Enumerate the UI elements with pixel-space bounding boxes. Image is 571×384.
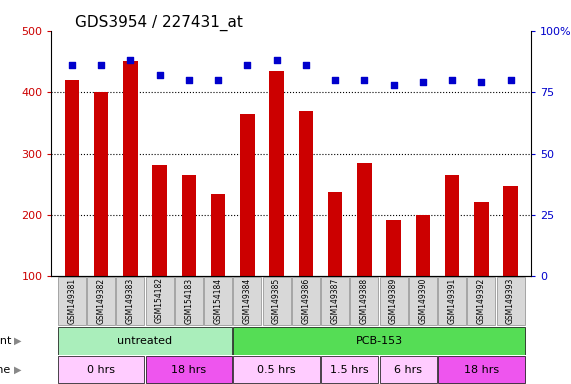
Point (506, 77, 515, 83)
Text: untreated: untreated (118, 336, 172, 346)
Text: ▶: ▶ (14, 364, 22, 375)
FancyBboxPatch shape (234, 356, 320, 383)
FancyBboxPatch shape (292, 278, 320, 325)
FancyBboxPatch shape (263, 278, 291, 325)
Point (155, 72, 164, 78)
Point (214, 77, 223, 83)
Bar (503, 186, 518, 276)
Text: GSM149384: GSM149384 (243, 278, 252, 324)
Point (477, 79, 486, 85)
Point (184, 77, 194, 83)
Bar (357, 163, 372, 276)
FancyBboxPatch shape (175, 278, 203, 325)
Text: GSM149390: GSM149390 (419, 278, 427, 324)
Text: 0.5 hrs: 0.5 hrs (258, 364, 296, 375)
Text: agent: agent (0, 336, 11, 346)
FancyBboxPatch shape (146, 278, 174, 325)
Text: 0 hrs: 0 hrs (87, 364, 115, 375)
Text: GSM149381: GSM149381 (67, 278, 77, 324)
FancyBboxPatch shape (380, 278, 408, 325)
FancyBboxPatch shape (58, 278, 86, 325)
FancyBboxPatch shape (438, 356, 525, 383)
Text: GSM154182: GSM154182 (155, 278, 164, 323)
Point (448, 77, 457, 83)
Text: GSM149385: GSM149385 (272, 278, 281, 324)
Point (389, 82, 398, 88)
Text: GSM149391: GSM149391 (448, 278, 457, 324)
Point (96, 62, 106, 68)
Text: PCB-153: PCB-153 (355, 336, 403, 346)
Bar (270, 71, 284, 276)
Point (301, 62, 311, 68)
Bar (474, 202, 489, 276)
FancyBboxPatch shape (58, 327, 232, 355)
FancyBboxPatch shape (146, 356, 232, 383)
FancyBboxPatch shape (467, 278, 496, 325)
FancyBboxPatch shape (116, 278, 144, 325)
Text: GSM149382: GSM149382 (96, 278, 106, 324)
Text: GSM149389: GSM149389 (389, 278, 398, 324)
Text: ▶: ▶ (14, 336, 22, 346)
Bar (299, 111, 313, 276)
Text: 18 hrs: 18 hrs (171, 364, 206, 375)
Point (272, 57, 281, 63)
FancyBboxPatch shape (409, 278, 437, 325)
Bar (445, 175, 460, 276)
FancyBboxPatch shape (204, 278, 232, 325)
Point (126, 57, 135, 63)
FancyBboxPatch shape (321, 356, 379, 383)
Text: GSM149386: GSM149386 (301, 278, 310, 324)
FancyBboxPatch shape (497, 278, 525, 325)
Text: GSM149393: GSM149393 (506, 278, 515, 324)
Text: GSM149383: GSM149383 (126, 278, 135, 324)
FancyBboxPatch shape (234, 278, 262, 325)
Point (360, 77, 369, 83)
FancyBboxPatch shape (438, 278, 466, 325)
Bar (416, 215, 430, 276)
Text: GSM149392: GSM149392 (477, 278, 486, 324)
FancyBboxPatch shape (350, 278, 379, 325)
Bar (152, 165, 167, 276)
Text: GSM154183: GSM154183 (184, 278, 194, 324)
Text: GSM149388: GSM149388 (360, 278, 369, 324)
Text: 6 hrs: 6 hrs (394, 364, 422, 375)
FancyBboxPatch shape (58, 356, 144, 383)
Text: 18 hrs: 18 hrs (464, 364, 499, 375)
Point (331, 77, 340, 83)
Text: time: time (0, 364, 11, 375)
Text: 1.5 hrs: 1.5 hrs (331, 364, 369, 375)
Text: GSM149387: GSM149387 (331, 278, 340, 324)
Bar (328, 192, 343, 276)
Point (418, 79, 427, 85)
Text: GSM154184: GSM154184 (214, 278, 223, 324)
FancyBboxPatch shape (321, 278, 349, 325)
Bar (94, 92, 108, 276)
Bar (240, 114, 255, 276)
Bar (182, 175, 196, 276)
Bar (123, 61, 138, 276)
Bar (65, 80, 79, 276)
Text: GDS3954 / 227431_at: GDS3954 / 227431_at (75, 15, 243, 31)
Point (243, 62, 252, 68)
FancyBboxPatch shape (87, 278, 115, 325)
Bar (211, 194, 226, 276)
FancyBboxPatch shape (380, 356, 437, 383)
Point (67, 62, 77, 68)
Bar (386, 220, 401, 276)
FancyBboxPatch shape (234, 327, 525, 355)
